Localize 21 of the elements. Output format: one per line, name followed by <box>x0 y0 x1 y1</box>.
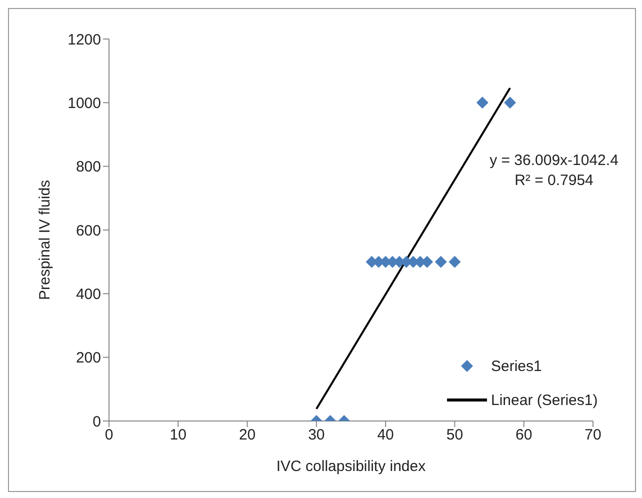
x-tick-label: 0 <box>104 426 114 444</box>
x-tick-label: 50 <box>446 426 464 444</box>
legend-label: Linear (Series1) <box>491 392 598 408</box>
x-tick-label: 20 <box>238 426 256 444</box>
x-tick-label: 70 <box>584 426 602 444</box>
y-tick-label: 1000 <box>68 94 101 112</box>
annotation: R² = 0.7954 <box>514 171 594 191</box>
y-tick-label: 400 <box>76 286 101 303</box>
x-tick-label: 40 <box>377 426 394 444</box>
annotation: y = 36.009x-1042.4 <box>488 151 620 171</box>
y-tick-label: 600 <box>76 222 101 240</box>
y-axis-title: Prespinal IV fluids <box>36 180 54 300</box>
y-tick-label: 200 <box>76 350 101 367</box>
y-tick-label: 1200 <box>68 31 101 48</box>
y-tick-label: 0 <box>92 413 101 430</box>
x-tick-label: 10 <box>170 426 186 444</box>
x-tick-label: 30 <box>308 426 325 444</box>
legend-label: Series1 <box>491 358 542 374</box>
x-tick-label: 60 <box>516 426 532 444</box>
x-axis-title: IVC collapsibility index <box>276 458 426 475</box>
y-tick-label: 800 <box>76 158 101 176</box>
